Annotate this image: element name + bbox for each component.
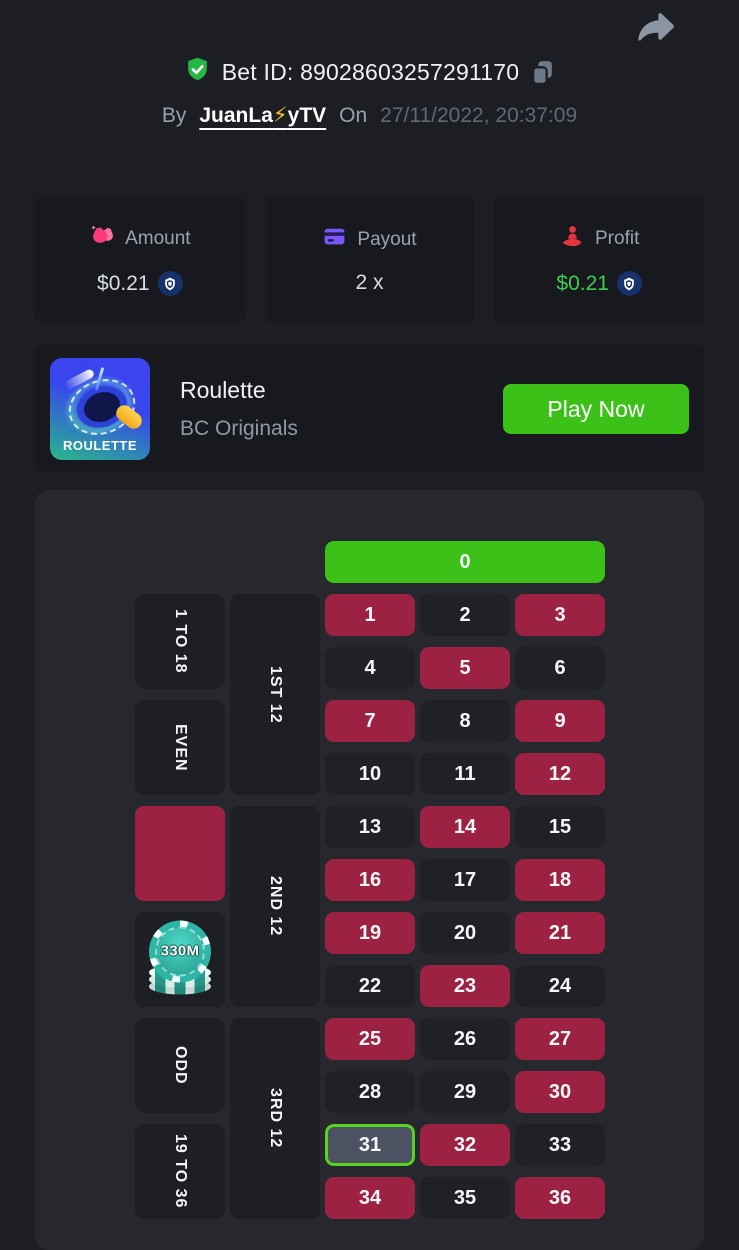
outside-bet-label: ODD: [172, 1046, 189, 1085]
thumbnail-game-label: ROULETTE: [62, 438, 138, 453]
outside-bet-label: 19 TO 36: [172, 1134, 189, 1209]
on-label: On: [339, 104, 368, 127]
low-bet-cell[interactable]: 1 TO 18: [135, 594, 225, 689]
cell-15[interactable]: 15: [515, 806, 605, 848]
cell-16[interactable]: 16: [325, 859, 415, 901]
profit-card: Profit $0.21: [494, 197, 705, 322]
cell-8[interactable]: 8: [420, 700, 510, 742]
bet-id-value: 89028603257291170: [300, 58, 520, 85]
cell-10[interactable]: 10: [325, 753, 415, 795]
even-bet-cell[interactable]: EVEN: [135, 700, 225, 795]
chip-amount-label: 330M: [160, 942, 200, 960]
amount-label: Amount: [125, 228, 191, 249]
cell-36[interactable]: 36: [515, 1177, 605, 1219]
lightning-emoji: ⚡: [272, 104, 288, 127]
cell-29[interactable]: 29: [420, 1071, 510, 1113]
cell-19[interactable]: 19: [325, 912, 415, 954]
bet-id-text: Bet ID: 89028603257291170: [221, 58, 520, 85]
dozen-bet-label: 3RD 12: [267, 1088, 284, 1149]
cell-1[interactable]: 1: [325, 594, 415, 636]
username-link[interactable]: JuanLa⚡yTV: [199, 104, 327, 127]
copy-icon: [532, 60, 553, 85]
cell-25[interactable]: 25: [325, 1018, 415, 1060]
amount-value: $0.21: [97, 271, 150, 295]
hand-person-icon: [559, 223, 585, 255]
dozen-bet-label: 1ST 12: [267, 665, 284, 724]
cell-5[interactable]: 5: [420, 647, 510, 689]
cro-coin-icon: [157, 271, 183, 296]
cell-34[interactable]: 34: [325, 1177, 415, 1219]
cell-4[interactable]: 4: [325, 647, 415, 689]
cell-7[interactable]: 7: [325, 700, 415, 742]
bet-id-row: Bet ID: 89028603257291170: [0, 56, 739, 88]
roulette-board: 0 1 TO 18 EVEN 330M ODD 19 TO 36 1ST 12 2ND 12 3…: [135, 541, 605, 1219]
payout-card: Payout 2 x: [264, 197, 475, 322]
game-thumbnail[interactable]: ROULETTE: [50, 358, 150, 460]
cell-28[interactable]: 28: [325, 1071, 415, 1113]
payout-label: Payout: [357, 228, 417, 250]
dozen-bet-label: 2ND 12: [267, 876, 284, 937]
cell-27[interactable]: 27: [515, 1018, 605, 1060]
high-bet-cell[interactable]: 19 TO 36: [135, 1124, 225, 1219]
cell-24[interactable]: 24: [515, 965, 605, 1007]
cell-6[interactable]: 6: [515, 647, 605, 689]
play-now-button[interactable]: Play Now: [503, 384, 689, 434]
cell-12[interactable]: 12: [515, 753, 605, 795]
cell-9[interactable]: 9: [515, 700, 605, 742]
money-bags-icon: [89, 223, 115, 255]
cro-coin-icon: [616, 271, 642, 296]
credit-card-icon: [322, 224, 347, 255]
bet-meta-row: By JuanLa⚡yTV On 27/11/2022, 20:37:09: [0, 103, 739, 128]
cell-23[interactable]: 23: [420, 965, 510, 1007]
third-dozen-bet-cell[interactable]: 3RD 12: [230, 1018, 320, 1219]
black-bet-cell[interactable]: 330M: [135, 912, 225, 1007]
cell-11[interactable]: 11: [420, 753, 510, 795]
cell-26[interactable]: 26: [420, 1018, 510, 1060]
cell-0[interactable]: 0: [325, 541, 605, 583]
amount-card: Amount $0.21: [35, 197, 245, 322]
outside-bet-label: EVEN: [172, 723, 189, 772]
cell-31[interactable]: 31: [325, 1124, 415, 1166]
cell-13[interactable]: 13: [325, 806, 415, 848]
outside-bet-label: 1 TO 18: [172, 609, 189, 674]
share-button[interactable]: [635, 8, 675, 48]
profit-value: $0.21: [556, 271, 609, 295]
cell-2[interactable]: 2: [420, 594, 510, 636]
game-card: ROULETTE Roulette BC Originals Play Now: [35, 345, 704, 473]
bet-chip: 330M: [149, 919, 211, 996]
second-dozen-bet-cell[interactable]: 2ND 12: [230, 806, 320, 1007]
cell-33[interactable]: 33: [515, 1124, 605, 1166]
payout-value: 2 x: [355, 271, 384, 294]
by-label: By: [161, 104, 187, 127]
copy-button[interactable]: [530, 59, 555, 86]
cell-35[interactable]: 35: [420, 1177, 510, 1219]
bet-timestamp: 27/11/2022, 20:37:09: [380, 104, 578, 127]
profit-label: Profit: [595, 228, 640, 249]
game-provider: BC Originals: [180, 417, 298, 440]
bet-stats-row: Amount $0.21 Payout 2 x: [35, 197, 705, 322]
chip-face: 330M: [149, 919, 211, 982]
verified-shield-icon: [184, 56, 211, 88]
cell-32[interactable]: 32: [420, 1124, 510, 1166]
cell-18[interactable]: 18: [515, 859, 605, 901]
share-arrow-icon: [635, 13, 675, 52]
cell-3[interactable]: 3: [515, 594, 605, 636]
first-dozen-bet-cell[interactable]: 1ST 12: [230, 594, 320, 795]
game-title: Roulette: [180, 377, 266, 403]
cell-14[interactable]: 14: [420, 806, 510, 848]
cell-17[interactable]: 17: [420, 859, 510, 901]
cell-21[interactable]: 21: [515, 912, 605, 954]
odd-bet-cell[interactable]: ODD: [135, 1018, 225, 1113]
red-bet-cell[interactable]: [135, 806, 225, 901]
cell-22[interactable]: 22: [325, 965, 415, 1007]
cell-30[interactable]: 30: [515, 1071, 605, 1113]
cell-20[interactable]: 20: [420, 912, 510, 954]
roulette-result-panel: 0 1 TO 18 EVEN 330M ODD 19 TO 36 1ST 12 2ND 12 3…: [35, 490, 704, 1250]
